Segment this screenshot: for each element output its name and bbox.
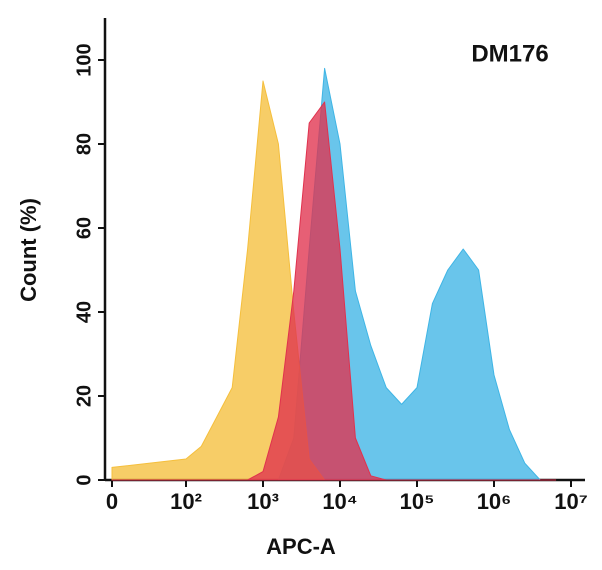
y-tick-label: 0 [73, 474, 95, 485]
y-tick-label: 80 [73, 133, 95, 155]
x-tick-label: 10³ [247, 489, 279, 514]
x-tick-label: 10⁵ [400, 489, 435, 514]
annotation: DM176 [471, 40, 548, 67]
x-tick-label: 10⁴ [322, 489, 357, 514]
histogram-area [111, 101, 557, 481]
x-tick-label: 10² [170, 489, 202, 514]
y-axis-label: Count (%) [16, 198, 41, 302]
y-tick-label: 20 [73, 385, 95, 407]
x-tick-label: 10⁶ [477, 489, 512, 514]
y-tick-label: 60 [73, 217, 95, 239]
x-axis-label: APC-A [266, 534, 336, 559]
x-tick-label: 10⁷ [554, 489, 588, 514]
x-tick-label: 0 [106, 489, 118, 514]
y-tick-label: 40 [73, 301, 95, 323]
y-tick-label: 100 [73, 43, 95, 76]
